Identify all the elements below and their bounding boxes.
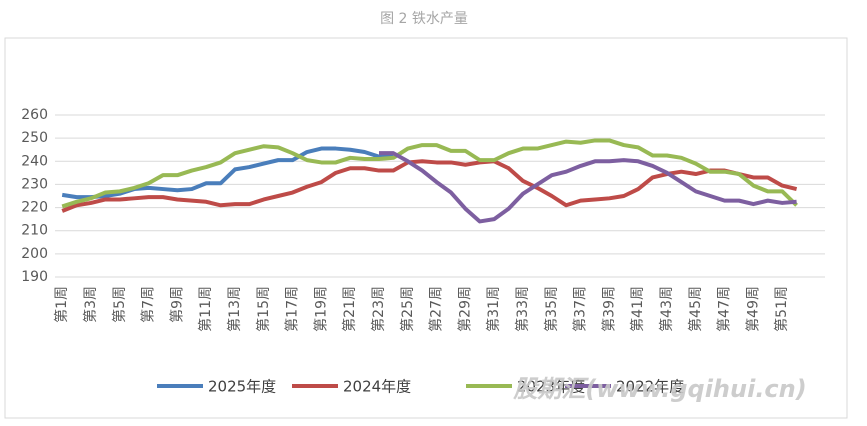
x-tick-label: 第41周 xyxy=(629,286,646,332)
x-tick-label: 第27周 xyxy=(428,286,445,332)
x-tick-label: 第23周 xyxy=(370,286,387,332)
x-tick-label: 第45周 xyxy=(687,286,704,332)
x-tick-label: 第37周 xyxy=(572,286,589,332)
x-tick-label: 第7周 xyxy=(140,286,157,323)
x-tick-label: 第49周 xyxy=(744,286,761,332)
x-tick-label: 第15周 xyxy=(255,286,272,332)
x-tick-label: 第29周 xyxy=(456,286,473,332)
series-line xyxy=(379,151,797,224)
y-tick-label: 230 xyxy=(21,176,48,192)
legend-label: 2023年度 xyxy=(517,378,585,396)
x-tick-label: 第21周 xyxy=(341,286,358,332)
x-tick-label: 第33周 xyxy=(514,286,531,332)
x-tick-label: 第1周 xyxy=(53,286,70,323)
legend-label: 2022年度 xyxy=(616,378,684,396)
x-tick-label: 第43周 xyxy=(658,286,675,332)
x-tick-label: 第19周 xyxy=(312,286,329,332)
x-tick-label: 第51周 xyxy=(773,286,790,332)
y-tick-label: 190 xyxy=(21,269,48,285)
y-tick-label: 250 xyxy=(21,130,48,146)
x-tick-label: 第11周 xyxy=(197,286,214,332)
y-tick-label: 200 xyxy=(21,246,48,262)
series-line xyxy=(61,159,798,213)
plot-area: 190200210220230240250260第1周 第3周 第5周 第7周 第9周第… xyxy=(21,107,825,332)
legend-label: 2024年度 xyxy=(343,378,411,396)
chart-title: 图 2 铁水产量 xyxy=(380,11,468,27)
watermark: 股期汇(www.gqihui.cn) xyxy=(512,375,806,403)
x-tick-label: 第35周 xyxy=(543,286,560,332)
y-tick-label: 260 xyxy=(21,107,48,123)
x-tick-label: 第39周 xyxy=(600,286,617,332)
x-tick-label: 第47周 xyxy=(716,286,733,332)
x-tick-label: 第5周 xyxy=(111,286,128,323)
series-line xyxy=(61,146,394,200)
x-tick-label: 第31周 xyxy=(485,286,502,332)
y-tick-label: 210 xyxy=(21,223,48,239)
x-tick-label: 第13周 xyxy=(226,286,243,332)
chart-frame xyxy=(4,37,848,419)
y-tick-label: 220 xyxy=(21,200,48,216)
series-line xyxy=(61,138,798,209)
x-tick-label: 第25周 xyxy=(399,286,416,332)
x-tick-label: 第9周 xyxy=(168,286,185,323)
x-tick-label: 第3周 xyxy=(82,286,99,323)
y-tick-label: 240 xyxy=(21,153,48,169)
legend-label: 2025年度 xyxy=(208,378,276,396)
x-tick-label: 第17周 xyxy=(284,286,301,332)
